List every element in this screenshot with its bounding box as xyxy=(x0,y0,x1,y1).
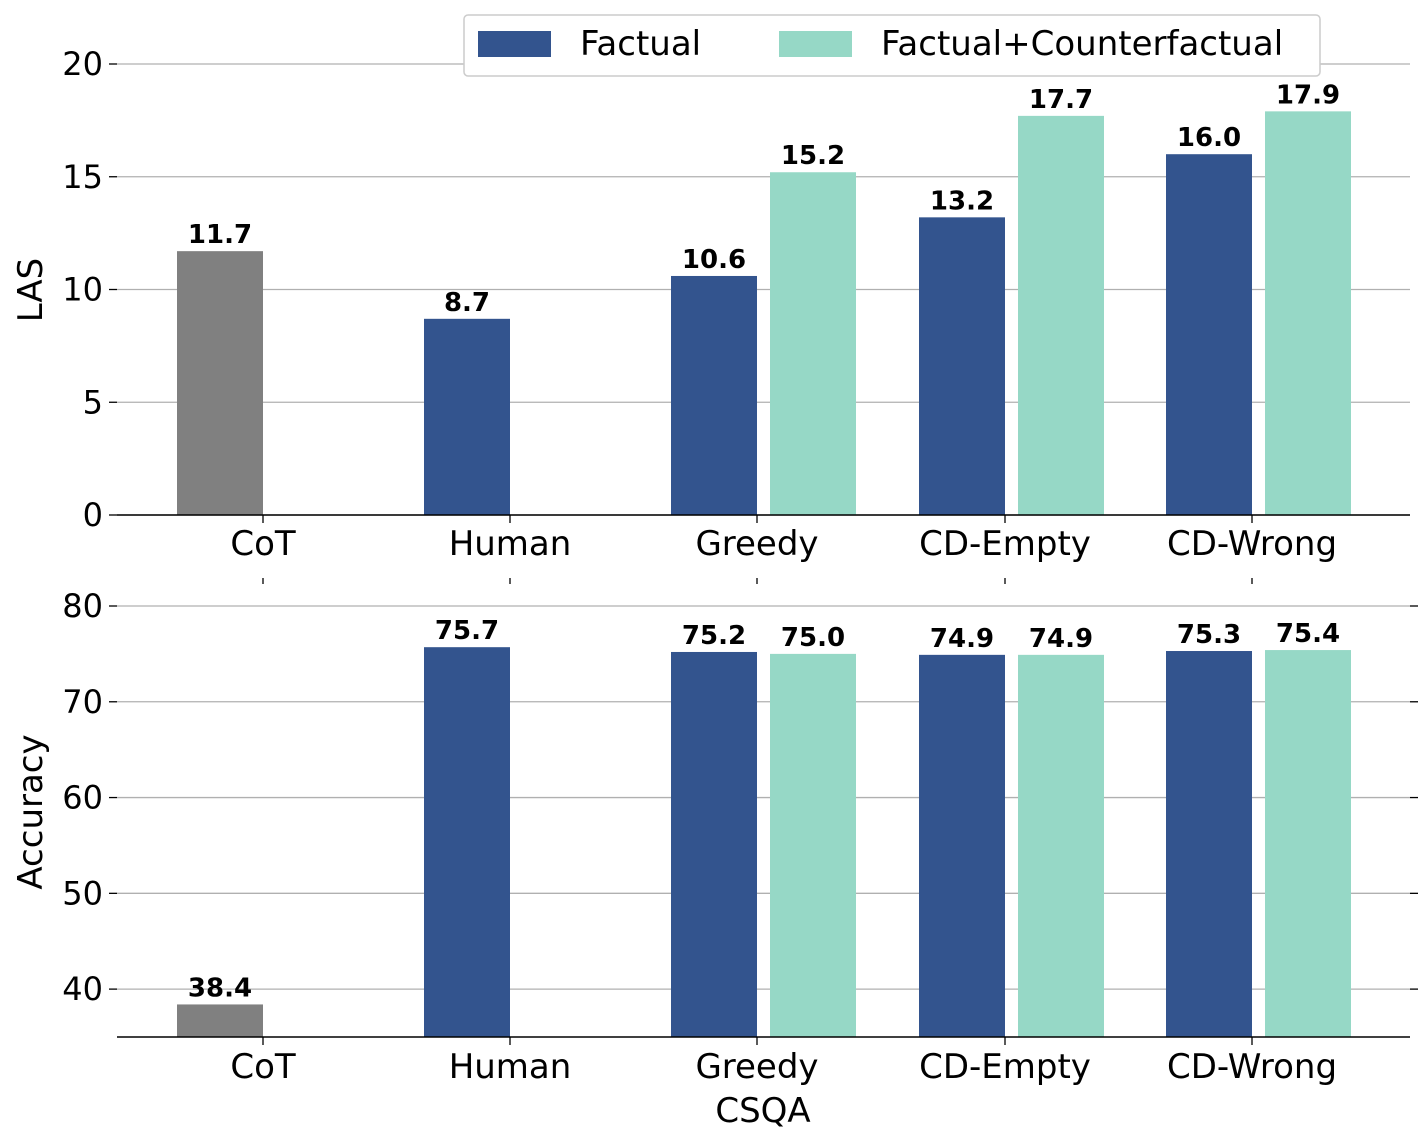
x-tick-label: Human xyxy=(449,1047,572,1087)
x-tick-label: CD-Wrong xyxy=(1167,1047,1337,1087)
x-tick-label: Greedy xyxy=(695,1047,818,1087)
data-label: 74.9 xyxy=(1029,624,1093,654)
bar-factual-counterfactual-cd-wrong xyxy=(1265,650,1351,1037)
bar-factual-cd-wrong xyxy=(1166,154,1252,515)
x-tick-label: Greedy xyxy=(695,524,818,564)
bar-factual-human xyxy=(424,647,510,1037)
data-label: 74.9 xyxy=(930,624,994,654)
bar-factual-counterfactual-cd-wrong xyxy=(1265,111,1351,515)
data-label: 16.0 xyxy=(1177,123,1241,153)
data-label: 11.7 xyxy=(188,220,252,250)
y-tick-label: 60 xyxy=(62,779,103,817)
y-tick-label: 40 xyxy=(62,970,103,1008)
y-tick-label: 50 xyxy=(62,874,103,912)
y-tick-label: 5 xyxy=(83,383,103,421)
data-label: 75.0 xyxy=(781,623,845,653)
bar-factual-greedy xyxy=(671,651,757,1037)
bar-factual-counterfactual-greedy xyxy=(770,172,856,516)
x-tick-label: Human xyxy=(449,524,572,564)
legend-swatch-factual xyxy=(478,31,551,57)
x-tick-label: CD-Empty xyxy=(919,1047,1091,1087)
y-tick-label: 15 xyxy=(62,158,103,196)
bar-factual-counterfactual-greedy xyxy=(770,653,856,1037)
x-axis-label: CSQA xyxy=(715,1091,810,1131)
bar-factual-human xyxy=(424,318,510,515)
legend-frame xyxy=(463,14,1321,77)
y-tick-label: 70 xyxy=(62,683,103,721)
bar-factual-cd-wrong xyxy=(1166,651,1252,1037)
bar-factual-counterfactual-cd-empty xyxy=(1018,115,1104,516)
bar-factual-cd-empty xyxy=(919,654,1005,1037)
data-label: 75.3 xyxy=(1177,620,1241,650)
legend-label-factual: Factual xyxy=(580,24,701,64)
y-tick-label: 10 xyxy=(62,271,103,309)
data-label: 17.7 xyxy=(1029,85,1093,115)
data-label: 10.6 xyxy=(682,245,746,275)
data-label: 75.2 xyxy=(682,621,746,651)
las-plot: 0 5 10 15 20 LAS 8.7 10.6 13.2 16.0 15.2 17.7 17.9 11… xyxy=(11,45,1410,564)
bar-factual-counterfactual-cd-empty xyxy=(1018,654,1104,1037)
legend-swatch-factual-counterfactual xyxy=(779,31,852,57)
bar-factual-cd-empty xyxy=(919,217,1005,515)
x-tick-label: CD-Wrong xyxy=(1167,524,1337,564)
y-tick-label: 0 xyxy=(83,496,103,534)
bar-cot-cot xyxy=(177,251,263,516)
data-label: 38.4 xyxy=(188,973,252,1003)
data-label: 8.7 xyxy=(444,288,490,318)
bar-factual-greedy xyxy=(671,275,757,515)
data-label: 75.7 xyxy=(435,616,499,646)
data-label: 15.2 xyxy=(781,141,845,171)
y-axis-label: Accuracy xyxy=(11,734,51,889)
x-tick-label: CD-Empty xyxy=(919,524,1091,564)
data-label: 75.4 xyxy=(1276,619,1340,649)
y-tick-label: 80 xyxy=(62,587,103,625)
y-tick-label: 20 xyxy=(62,45,103,83)
data-label: 17.9 xyxy=(1276,80,1340,110)
x-tick-label: CoT xyxy=(230,1047,296,1087)
legend-label-factual-counterfactual: Factual+Counterfactual xyxy=(881,24,1283,64)
legend: Factual Factual+Counterfactual xyxy=(463,14,1321,77)
accuracy-plot: 40 50 60 70 80 Accuracy 75.7 75.2 74.9 75.3 75.0 74… xyxy=(11,578,1418,1131)
y-axis-label: LAS xyxy=(11,258,51,323)
x-tick-label: CoT xyxy=(230,524,296,564)
data-label: 13.2 xyxy=(930,186,994,216)
bar-cot-cot xyxy=(177,1004,263,1037)
